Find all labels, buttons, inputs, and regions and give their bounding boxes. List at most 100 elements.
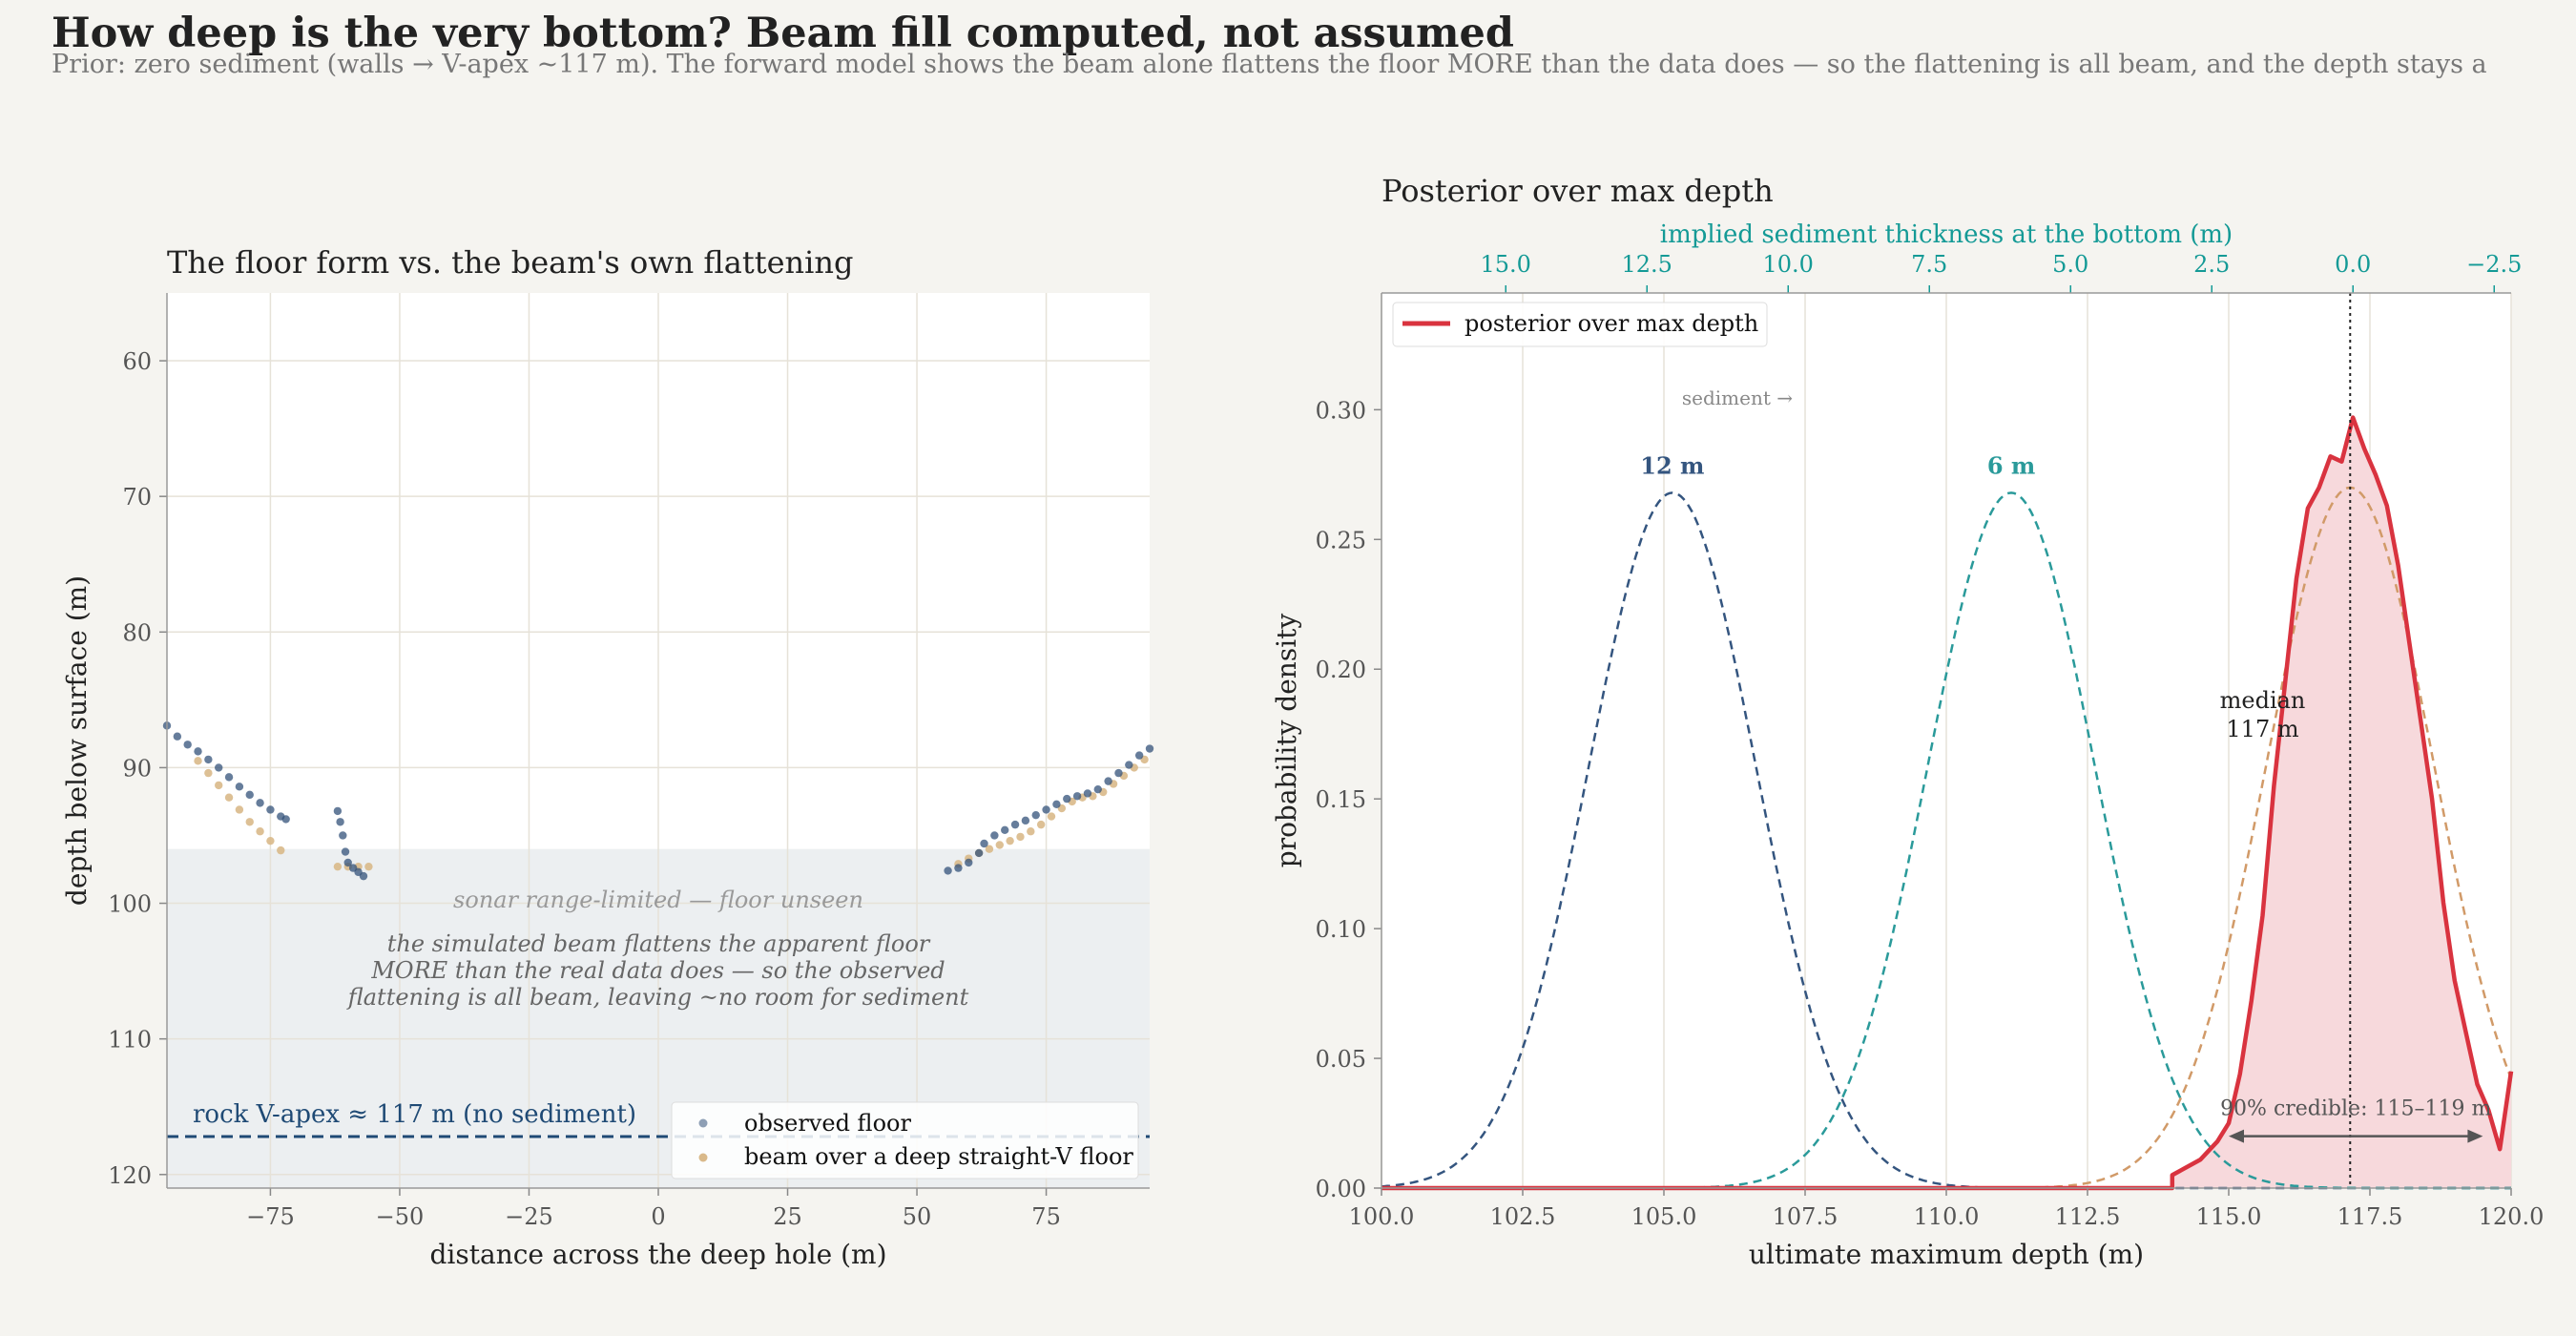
- sonar-unseen-label: sonar range-limited — floor unseen: [453, 887, 863, 913]
- left-x-tick-label: −75: [246, 1203, 295, 1230]
- observed-point: [183, 741, 192, 749]
- legend-label-beam: beam over a deep straight-V floor: [744, 1143, 1133, 1170]
- right-y-tick-label: 0.15: [1316, 786, 1366, 813]
- beam-annotation-line: MORE than the real data does — so the ob…: [370, 957, 945, 984]
- beam-point: [215, 781, 223, 790]
- left-y-axis-label: depth below surface (m): [61, 575, 93, 906]
- right-x-axis-label: ultimate maximum depth (m): [1749, 1239, 2144, 1270]
- observed-point: [336, 818, 344, 826]
- left-y-tick-label: 80: [122, 619, 152, 646]
- secondary-x-tick-label: 7.5: [1911, 251, 1947, 278]
- observed-point: [224, 773, 234, 782]
- secondary-x-tick-label: −2.5: [2466, 251, 2522, 278]
- observed-point: [245, 790, 254, 800]
- right-x-tick-label: 112.5: [2055, 1203, 2121, 1230]
- beam-point: [256, 827, 264, 836]
- right-x-tick-label: 102.5: [1490, 1203, 1556, 1230]
- beam-annotation-line: the simulated beam flattens the apparent…: [387, 930, 931, 957]
- left-x-tick-label: 25: [773, 1203, 802, 1230]
- left-x-tick-label: 50: [903, 1203, 932, 1230]
- right-axes: 100.0 102.5 105.0 107.5 110.0 112.5 115.0 117.5…: [1316, 251, 2545, 1230]
- right-y-tick-label: 0.05: [1316, 1046, 1366, 1073]
- right-x-tick-label: 100.0: [1349, 1203, 1415, 1230]
- left-x-tick-label: −25: [505, 1203, 553, 1230]
- beam-point: [333, 862, 343, 871]
- observed-point: [173, 732, 182, 741]
- secondary-x-tick-label: 10.0: [1763, 251, 1814, 278]
- observed-point: [1010, 820, 1020, 829]
- observed-point: [1083, 789, 1092, 798]
- credible-label: 90% credible: 115–119 m: [2220, 1097, 2491, 1121]
- left-y-tick-label: 60: [122, 348, 152, 375]
- left-x-tick-label: 0: [651, 1203, 665, 1230]
- beam-point: [266, 836, 275, 845]
- credible-arrow-left-head: [2229, 1129, 2244, 1143]
- observed-point: [1093, 784, 1102, 794]
- beam-point: [995, 841, 1004, 849]
- right-y-tick-label: 0.25: [1316, 527, 1366, 553]
- secondary-x-axis-label: implied sediment thickness at the bottom…: [1660, 220, 2233, 249]
- posterior-fill: [2171, 417, 2511, 1188]
- observed-point: [1104, 777, 1112, 785]
- observed-point: [1031, 810, 1040, 820]
- observed-point: [1145, 744, 1154, 753]
- beam-point: [1027, 827, 1035, 836]
- rock-apex-label: rock V-apex ≈ 117 m (no sediment): [193, 1100, 636, 1129]
- observed-point: [944, 866, 952, 875]
- beam-point: [277, 845, 285, 855]
- observed-point: [339, 831, 347, 840]
- floor-form-chart: The floor form vs. the beam's own flatte…: [61, 244, 1154, 1270]
- beam-annotation-line: flattening is all beam, leaving ~no room…: [346, 984, 969, 1011]
- beam-point: [235, 805, 244, 814]
- secondary-x-tick-label: 5.0: [2052, 251, 2088, 278]
- beam-point: [1016, 832, 1025, 842]
- observed-point: [1072, 792, 1082, 801]
- observed-point: [1125, 761, 1133, 769]
- observed-point: [215, 763, 223, 772]
- left-y-tick-label: 90: [122, 755, 152, 782]
- beam-point: [985, 845, 994, 853]
- legend-marker-observed: [698, 1118, 708, 1128]
- right-x-tick-label: 107.5: [1773, 1203, 1839, 1230]
- right-x-tick-label: 120.0: [2479, 1203, 2545, 1230]
- label-6m: 6 m: [1987, 451, 2035, 479]
- observed-point: [954, 864, 963, 872]
- observed-point: [235, 783, 244, 791]
- left-points: [162, 721, 1154, 881]
- left-chart-title: The floor form vs. the beam's own flatte…: [167, 244, 853, 281]
- observed-point: [341, 847, 350, 856]
- observed-point: [281, 815, 290, 824]
- observed-point: [1042, 805, 1050, 814]
- beam-point: [194, 757, 202, 765]
- left-legend: observed floor beam over a deep straight…: [671, 1101, 1139, 1179]
- page-subtitle: Prior: zero sediment (walls → V-apex ~11…: [52, 50, 2487, 79]
- observed-point: [965, 858, 973, 867]
- page-title: How deep is the very bottom? Beam fill c…: [52, 10, 1514, 57]
- observed-point: [1052, 800, 1061, 808]
- right-y-tick-label: 0.10: [1316, 916, 1366, 943]
- right-annotations: 12 m 6 m sediment → median 117 m 90% credible…: [1640, 293, 2491, 1188]
- legend-label-posterior: posterior over max depth: [1465, 310, 1758, 337]
- left-x-tick-label: −50: [376, 1203, 425, 1230]
- credible-arrow-right-head: [2467, 1129, 2483, 1143]
- secondary-x-tick-label: 0.0: [2335, 251, 2371, 278]
- sediment-arrow-label: sediment →: [1682, 386, 1793, 409]
- observed-point: [980, 839, 988, 848]
- median-label-line: 117 m: [2226, 716, 2298, 742]
- legend-marker-beam: [698, 1153, 708, 1162]
- right-chart-title: Posterior over max depth: [1381, 173, 1774, 209]
- beam-point: [204, 768, 213, 778]
- left-y-tick-label: 70: [122, 484, 152, 511]
- secondary-x-tick-label: 2.5: [2193, 251, 2230, 278]
- median-label: median 117 m: [2220, 687, 2306, 742]
- right-legend: posterior over max depth: [1392, 302, 1768, 347]
- beam-point: [245, 818, 254, 826]
- observed-point: [333, 806, 343, 816]
- beam-point: [364, 862, 373, 871]
- beam-point: [1036, 820, 1046, 829]
- posterior-line: [1381, 415, 2514, 1191]
- beam-point: [1047, 812, 1056, 821]
- beam-point: [1006, 836, 1014, 845]
- right-y-axis-label: probability density: [1271, 614, 1302, 868]
- left-axes: −75 −50 −25 0 25 50 75 60 70 80 90 100 110 120: [108, 293, 1150, 1230]
